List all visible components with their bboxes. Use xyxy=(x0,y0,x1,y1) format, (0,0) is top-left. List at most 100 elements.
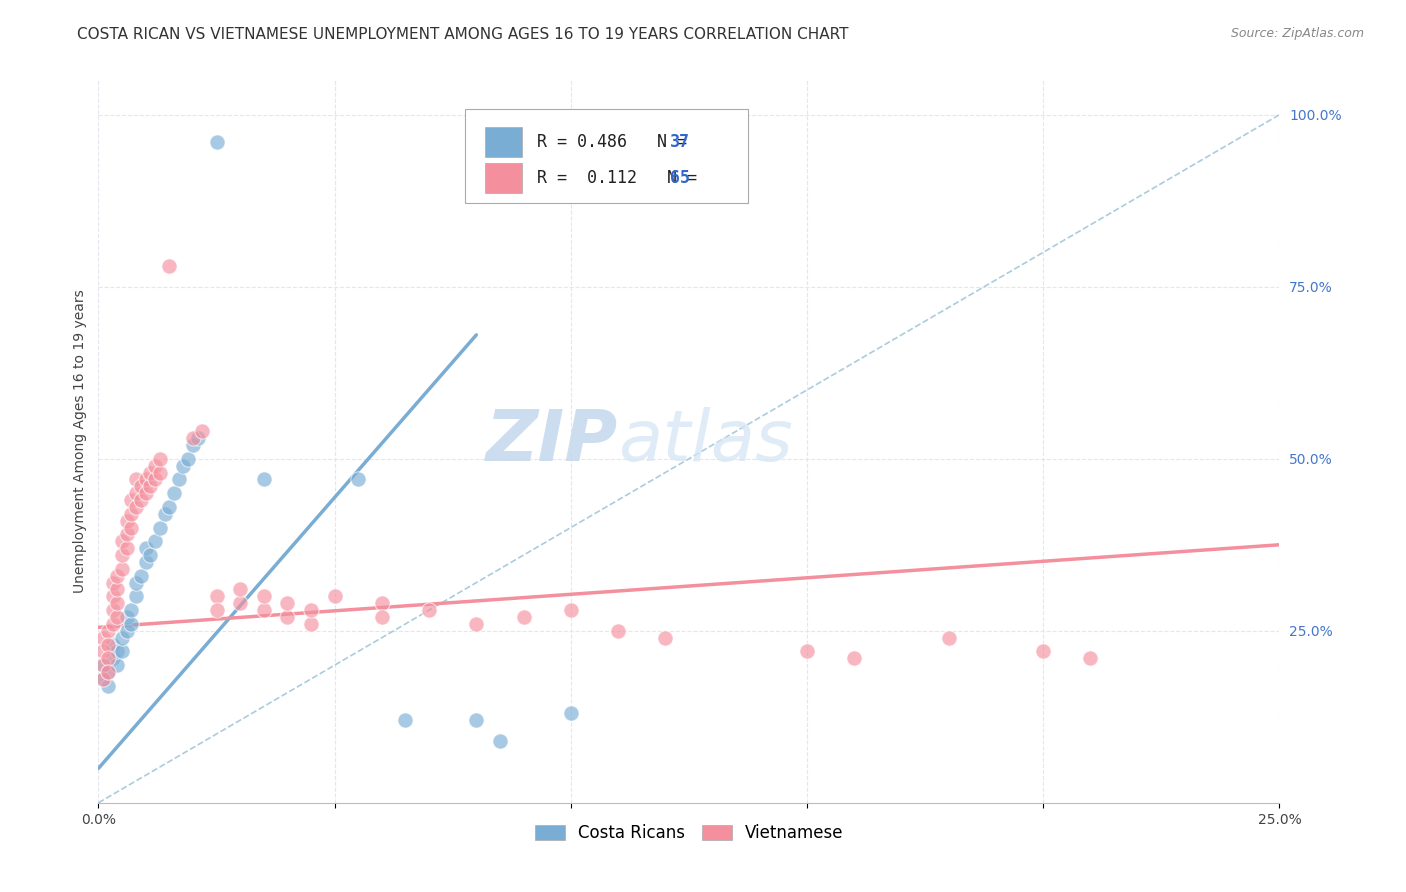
Point xyxy=(139,479,162,493)
Point xyxy=(276,596,298,610)
Point xyxy=(938,631,960,645)
Point xyxy=(105,658,128,673)
Point xyxy=(167,472,190,486)
Point xyxy=(91,672,114,686)
Point xyxy=(276,610,298,624)
Point xyxy=(143,472,166,486)
Point xyxy=(97,638,120,652)
Point xyxy=(121,616,143,631)
Point xyxy=(143,534,166,549)
Point xyxy=(418,603,440,617)
Point xyxy=(129,568,152,582)
Text: R =  0.112   N =: R = 0.112 N = xyxy=(537,169,707,186)
Point xyxy=(181,438,204,452)
Point xyxy=(115,514,138,528)
Point xyxy=(135,486,157,500)
Point xyxy=(205,135,228,149)
Point xyxy=(205,603,228,617)
Point xyxy=(299,603,322,617)
Point xyxy=(347,472,370,486)
Point xyxy=(560,706,582,721)
Y-axis label: Unemployment Among Ages 16 to 19 years: Unemployment Among Ages 16 to 19 years xyxy=(73,290,87,593)
Point xyxy=(253,590,276,604)
Point xyxy=(844,651,866,665)
Point xyxy=(91,644,114,658)
Point xyxy=(1032,644,1054,658)
Point xyxy=(135,472,157,486)
Point xyxy=(229,596,252,610)
Point xyxy=(115,541,138,556)
Point xyxy=(101,651,124,665)
Point xyxy=(105,610,128,624)
FancyBboxPatch shape xyxy=(485,127,523,157)
Point xyxy=(135,541,157,556)
Point xyxy=(253,472,276,486)
FancyBboxPatch shape xyxy=(464,109,748,203)
Text: 37: 37 xyxy=(671,133,690,151)
Point xyxy=(97,651,120,665)
Point xyxy=(115,527,138,541)
Point xyxy=(181,431,204,445)
FancyBboxPatch shape xyxy=(485,162,523,193)
Text: ZIP: ZIP xyxy=(486,407,619,476)
Point xyxy=(1080,651,1102,665)
Point xyxy=(157,259,180,273)
Point xyxy=(796,644,818,658)
Point xyxy=(101,638,124,652)
Point xyxy=(101,590,124,604)
Point xyxy=(121,520,143,534)
Point xyxy=(177,451,200,466)
Point xyxy=(115,624,138,638)
Point xyxy=(129,479,152,493)
Text: Source: ZipAtlas.com: Source: ZipAtlas.com xyxy=(1230,27,1364,40)
Point xyxy=(654,631,676,645)
Point xyxy=(560,603,582,617)
Point xyxy=(115,610,138,624)
Point xyxy=(465,713,488,727)
Point xyxy=(323,590,346,604)
Point xyxy=(465,616,488,631)
Point xyxy=(125,500,148,514)
Point xyxy=(105,644,128,658)
Point xyxy=(97,665,120,679)
Point xyxy=(97,679,120,693)
Text: COSTA RICAN VS VIETNAMESE UNEMPLOYMENT AMONG AGES 16 TO 19 YEARS CORRELATION CHA: COSTA RICAN VS VIETNAMESE UNEMPLOYMENT A… xyxy=(77,27,849,42)
Point xyxy=(191,424,214,438)
Point xyxy=(105,568,128,582)
Point xyxy=(172,458,194,473)
Point xyxy=(125,590,148,604)
Point xyxy=(101,603,124,617)
Point xyxy=(205,590,228,604)
Point xyxy=(125,486,148,500)
Point xyxy=(489,734,512,748)
Point xyxy=(149,466,172,480)
Point xyxy=(105,596,128,610)
Point xyxy=(101,575,124,590)
Point xyxy=(143,458,166,473)
Point xyxy=(129,493,152,508)
Point xyxy=(607,624,630,638)
Point xyxy=(111,548,134,562)
Point xyxy=(371,596,394,610)
Point xyxy=(371,610,394,624)
Point xyxy=(91,631,114,645)
Point xyxy=(135,555,157,569)
Text: 65: 65 xyxy=(671,169,690,186)
Point xyxy=(121,493,143,508)
Point xyxy=(91,658,114,673)
Point xyxy=(121,507,143,521)
Point xyxy=(111,534,134,549)
Point xyxy=(125,472,148,486)
Point xyxy=(157,500,180,514)
Point xyxy=(253,603,276,617)
Point xyxy=(139,548,162,562)
Point xyxy=(91,658,114,673)
Point xyxy=(394,713,416,727)
Point xyxy=(149,451,172,466)
Point xyxy=(163,486,186,500)
Point xyxy=(105,582,128,597)
Point xyxy=(139,466,162,480)
Point xyxy=(111,562,134,576)
Point xyxy=(125,575,148,590)
Text: R = 0.486   N =: R = 0.486 N = xyxy=(537,133,696,151)
